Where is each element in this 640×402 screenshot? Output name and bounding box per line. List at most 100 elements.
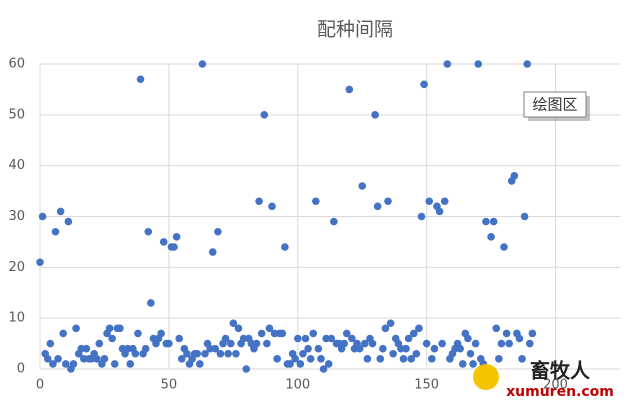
point (226, 339, 235, 348)
point (291, 355, 300, 363)
point (56, 207, 65, 216)
point (317, 355, 325, 363)
point (131, 349, 140, 358)
point (49, 360, 57, 368)
point (165, 339, 173, 348)
y-tick-label: 30 (8, 209, 25, 224)
point (520, 212, 529, 221)
point (518, 355, 526, 363)
point (193, 349, 202, 358)
point (440, 197, 449, 206)
point (399, 355, 408, 363)
point (72, 324, 80, 333)
point (296, 360, 305, 368)
point (108, 334, 116, 343)
point (144, 227, 153, 236)
point (489, 217, 498, 226)
point (340, 339, 348, 348)
point (38, 212, 47, 221)
point (92, 355, 101, 363)
point (409, 329, 418, 338)
point (281, 243, 289, 251)
point (201, 349, 209, 358)
point (373, 202, 382, 211)
y-tick-label: 50 (8, 107, 25, 122)
point (528, 329, 537, 338)
point (407, 355, 416, 363)
point (234, 324, 243, 333)
point (43, 355, 52, 363)
point (466, 349, 475, 358)
point (304, 344, 312, 353)
point (216, 349, 225, 358)
point (492, 324, 501, 333)
point (59, 329, 67, 338)
point (358, 182, 367, 190)
point (286, 360, 294, 368)
point (314, 344, 323, 353)
y-tick-label: 20 (8, 260, 25, 275)
point (415, 324, 423, 333)
x-tick-label: 200 (543, 378, 568, 393)
point (242, 365, 251, 373)
point (46, 339, 55, 348)
point (157, 329, 165, 338)
point (495, 355, 503, 363)
point (51, 227, 60, 236)
point (260, 111, 269, 119)
point (471, 339, 480, 348)
plot-area: 0 10 20 30 40 50 60 0 50 100 150 200 (8, 57, 620, 393)
point (36, 258, 44, 267)
point (482, 217, 490, 226)
point (420, 80, 428, 89)
point (428, 355, 436, 363)
point (355, 344, 364, 353)
point (293, 334, 302, 343)
point (100, 355, 109, 363)
point (159, 238, 168, 246)
point (469, 360, 477, 368)
point (208, 248, 217, 256)
point (136, 75, 145, 84)
point (196, 360, 204, 368)
point (500, 243, 508, 251)
point (386, 319, 395, 328)
point (147, 299, 155, 307)
point (510, 172, 519, 180)
point (211, 344, 220, 353)
point (345, 85, 354, 94)
point (257, 329, 266, 338)
point (299, 349, 307, 358)
point (110, 360, 119, 368)
x-tick-label: 150 (414, 378, 439, 393)
point (443, 60, 452, 68)
chart-title: 配种间隔 (317, 19, 393, 41)
point (273, 355, 281, 363)
point (464, 334, 472, 343)
point (417, 212, 426, 221)
point (379, 344, 387, 353)
point (265, 324, 274, 333)
point (412, 349, 421, 358)
point (342, 329, 351, 338)
point (368, 339, 377, 348)
point (198, 60, 207, 68)
point (381, 324, 390, 333)
point (474, 60, 483, 68)
point (371, 111, 379, 119)
point (224, 349, 232, 358)
point (456, 344, 464, 353)
point (502, 329, 511, 338)
point (523, 60, 531, 68)
point (487, 233, 495, 241)
x-tick-label: 100 (285, 378, 310, 393)
point (430, 344, 439, 353)
point (232, 349, 240, 358)
point (175, 334, 183, 343)
point (221, 334, 230, 343)
point (330, 217, 338, 226)
point (141, 344, 150, 353)
point (229, 319, 238, 328)
annotation: 绘图区 (532, 96, 577, 114)
